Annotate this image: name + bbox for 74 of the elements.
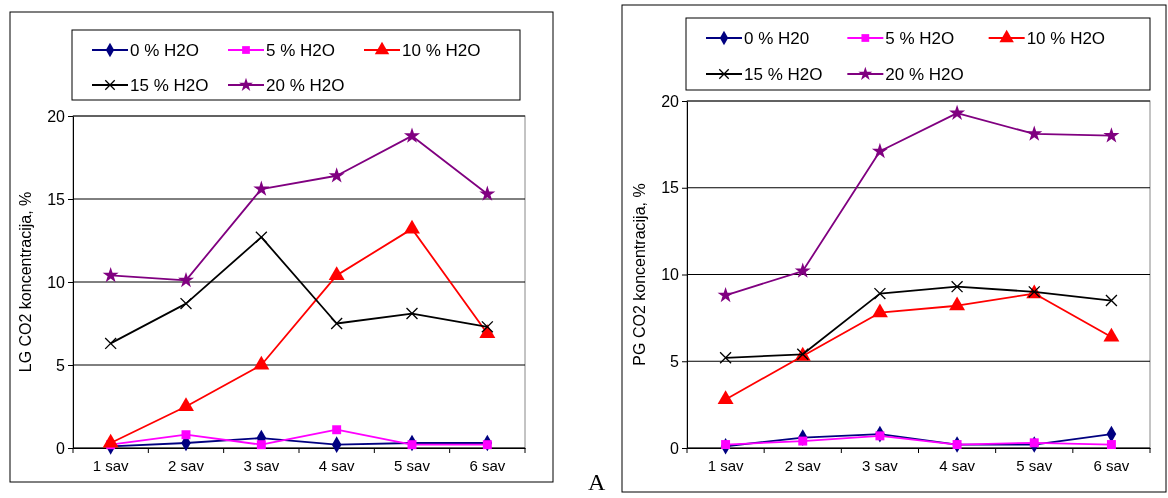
point <box>102 266 119 283</box>
point <box>479 185 496 201</box>
y-tick-label: 15 <box>661 179 680 197</box>
x-tick-label: 3 sav <box>861 456 899 474</box>
point <box>332 425 342 435</box>
point <box>181 430 191 440</box>
point <box>178 397 194 412</box>
x-tick-label: 6 sav <box>1093 456 1130 474</box>
point <box>1103 127 1120 143</box>
point <box>1105 294 1118 307</box>
point <box>798 436 808 446</box>
point <box>717 390 734 405</box>
point <box>1026 125 1043 141</box>
point <box>1029 438 1039 448</box>
x-tick-label: 1 sav <box>92 456 130 474</box>
y-tick-label: 5 <box>56 356 66 374</box>
point <box>403 127 421 143</box>
legend-label: 0 % H2O <box>130 41 199 60</box>
legend-label: 10 % H2O <box>402 41 481 60</box>
y-tick-label: 0 <box>670 439 680 457</box>
legend-label: 5 % H2O <box>885 29 955 48</box>
point <box>719 351 732 364</box>
x-tick-label: 2 sav <box>784 456 822 474</box>
text: A <box>588 469 606 495</box>
point <box>875 431 885 441</box>
point <box>104 337 117 350</box>
point <box>328 167 345 183</box>
point <box>255 231 268 244</box>
x-tick-label: 3 sav <box>243 456 280 474</box>
x-tick-label: 1 sav <box>707 456 745 474</box>
y-tick-label: 0 <box>56 439 66 457</box>
point <box>328 266 345 280</box>
y-axis-title: PG CO2 koncentracija, % <box>631 183 648 366</box>
x-tick-label: 2 sav <box>168 456 205 474</box>
y-tick-label: 5 <box>670 352 680 370</box>
point <box>871 303 888 318</box>
x-tick-label: 4 sav <box>318 456 356 474</box>
x-tick-label: 5 sav <box>1016 456 1053 474</box>
point <box>179 297 193 310</box>
legend-label: 0 % H20 <box>744 29 810 48</box>
point <box>949 104 966 120</box>
point <box>481 320 494 333</box>
y-tick-label: 15 <box>47 190 66 208</box>
x-tick-label: 6 sav <box>469 456 506 474</box>
point <box>253 180 270 196</box>
point <box>482 440 492 450</box>
point <box>405 307 419 320</box>
legend-label: 5 % H2O <box>266 41 335 60</box>
x-tick-label: 5 sav <box>394 456 431 474</box>
point <box>794 262 811 278</box>
y-tick-label: 10 <box>47 273 66 291</box>
legend-label: 20 % H2O <box>266 76 345 95</box>
legend-label: 10 % H2O <box>1026 29 1106 48</box>
legend-label: 20 % H2O <box>885 65 964 84</box>
legend-label: 15 % H2O <box>130 76 209 95</box>
legend-label: 15 % H2O <box>744 65 823 84</box>
point <box>950 280 964 293</box>
point <box>177 271 195 288</box>
point <box>256 440 266 450</box>
point <box>1103 327 1120 342</box>
point <box>949 296 966 311</box>
point <box>1106 440 1116 449</box>
point <box>871 142 888 159</box>
point <box>404 219 420 234</box>
y-axis-title: LG CO2 koncentracija, % <box>17 191 34 373</box>
point <box>330 317 343 330</box>
x-tick-label: 4 sav <box>939 456 976 474</box>
point <box>717 286 734 303</box>
y-tick-label: 10 <box>661 266 680 284</box>
point <box>407 440 417 450</box>
point <box>952 440 962 449</box>
y-tick-label: 20 <box>661 92 680 110</box>
point <box>873 287 887 300</box>
y-tick-label: 20 <box>47 107 66 125</box>
